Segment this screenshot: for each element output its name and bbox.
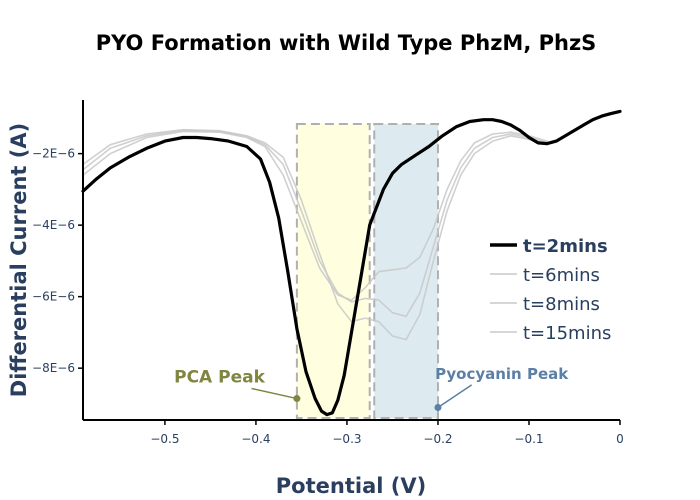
- x-tick-label: −0.5: [150, 432, 179, 446]
- annotation-dot: [434, 403, 442, 411]
- annotation-arrow: [251, 387, 298, 400]
- series-line-t-2mins: [81, 109, 622, 417]
- annotation-2: Pyocyanin Peak: [434, 365, 569, 411]
- y-axis-ticks: −8E−6 −6E−6 −4E−6 −2E−6: [32, 147, 83, 375]
- x-axis-title: Potential (V): [276, 474, 426, 498]
- y-tick-label: −8E−6: [32, 361, 75, 375]
- x-axis-ticks: −0.5 −0.4 −0.3 −0.2 −0.1 0: [150, 420, 624, 446]
- x-tick-label: −0.1: [514, 432, 543, 446]
- legend-item[interactable]: t=6mins: [490, 265, 600, 286]
- annotation-label: Pyocyanin Peak: [435, 365, 569, 383]
- y-tick-label: −4E−6: [32, 218, 75, 232]
- shaded-regions: [295, 123, 439, 419]
- y-tick-label: −6E−6: [32, 290, 75, 304]
- series-layer: [81, 109, 622, 417]
- chart-title: PYO Formation with Wild Type PhzM, PhzS: [96, 31, 597, 55]
- x-tick-label: −0.3: [332, 432, 361, 446]
- annotation-label: PCA Peak: [174, 367, 265, 387]
- legend[interactable]: t=2mins t=6mins t=8mins t=15mins: [490, 236, 611, 344]
- legend-item[interactable]: t=2mins: [490, 236, 608, 257]
- legend-label: t=2mins: [523, 236, 608, 257]
- y-axis-title: Differential Current (A): [7, 123, 31, 397]
- legend-item[interactable]: t=8mins: [490, 294, 600, 315]
- x-tick-label: −0.2: [423, 432, 452, 446]
- series-line-t-6mins: [82, 130, 549, 302]
- annotation-dot: [293, 395, 301, 403]
- x-tick-label: 0: [616, 432, 624, 446]
- legend-label: t=6mins: [523, 265, 600, 286]
- legend-label: t=15mins: [523, 323, 611, 344]
- legend-label: t=8mins: [523, 294, 600, 315]
- y-tick-label: −2E−6: [32, 147, 75, 161]
- shaded-region-1: [295, 123, 371, 419]
- legend-item[interactable]: t=15mins: [490, 323, 611, 344]
- annotation-arrow: [437, 384, 473, 409]
- x-tick-label: −0.4: [241, 432, 270, 446]
- annotation-1: PCA Peak: [174, 367, 301, 403]
- annotations: PCA Peak Pyocyanin Peak: [174, 365, 569, 411]
